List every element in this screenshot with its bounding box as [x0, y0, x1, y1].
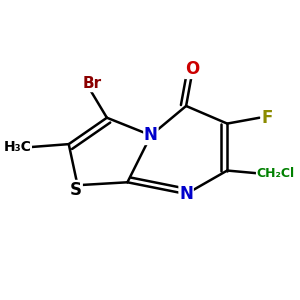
Text: Br: Br	[83, 76, 102, 92]
Text: H₃C: H₃C	[3, 140, 31, 154]
Text: F: F	[261, 109, 272, 127]
Text: CH₂Cl: CH₂Cl	[256, 167, 295, 180]
Text: N: N	[144, 126, 158, 144]
Text: N: N	[179, 185, 193, 203]
Text: S: S	[70, 181, 82, 199]
Text: O: O	[185, 60, 199, 78]
